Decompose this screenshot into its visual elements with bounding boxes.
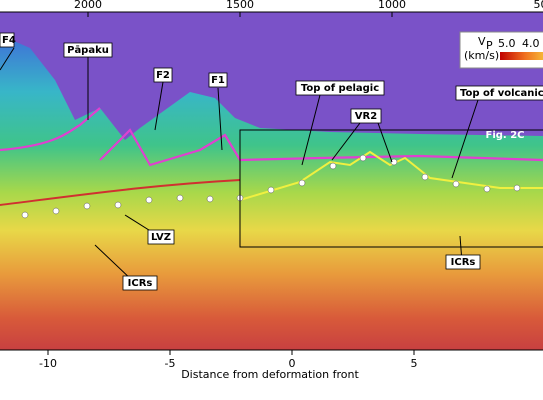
label: Top of volcanic — [460, 88, 543, 99]
label: Pāpaku — [67, 45, 109, 56]
label: Fig. 2C — [486, 130, 525, 141]
label: LVZ — [151, 232, 171, 243]
label: ICRs — [451, 257, 476, 268]
x-tick-label: 5 — [411, 357, 418, 370]
label: Top of pelagic — [301, 83, 379, 94]
colorbar-subscript: P — [486, 39, 493, 52]
seismic-image — [0, 12, 543, 350]
colorbar-unit: (km/s) — [464, 49, 499, 62]
x-axis-label: Distance from deformation front — [181, 368, 359, 381]
label: F1 — [211, 75, 225, 86]
annotations: F4 Pāpaku F2 F1 Top of pelagic VR2 Top o… — [0, 32, 543, 291]
label: VR2 — [355, 111, 377, 122]
label: F4 — [2, 35, 16, 46]
top-tick-label: 500 — [534, 0, 543, 11]
top-tick-label: 1500 — [226, 0, 254, 11]
label: ICRs — [128, 278, 153, 289]
colorbar-symbol: V — [478, 35, 486, 48]
x-tick-label: -10 — [39, 357, 57, 370]
top-tick-label: 1000 — [378, 0, 406, 11]
x-tick-label: -5 — [165, 357, 176, 370]
colorbar-tick: 5.0 — [498, 37, 516, 50]
label: F2 — [156, 70, 170, 81]
x-tick-label: 0 — [289, 357, 296, 370]
colorbar-tick: 4.0 — [522, 37, 540, 50]
colorbar: V P (km/s) 5.0 4.0 — [459, 31, 543, 69]
top-tick-label: 2000 — [74, 0, 102, 11]
